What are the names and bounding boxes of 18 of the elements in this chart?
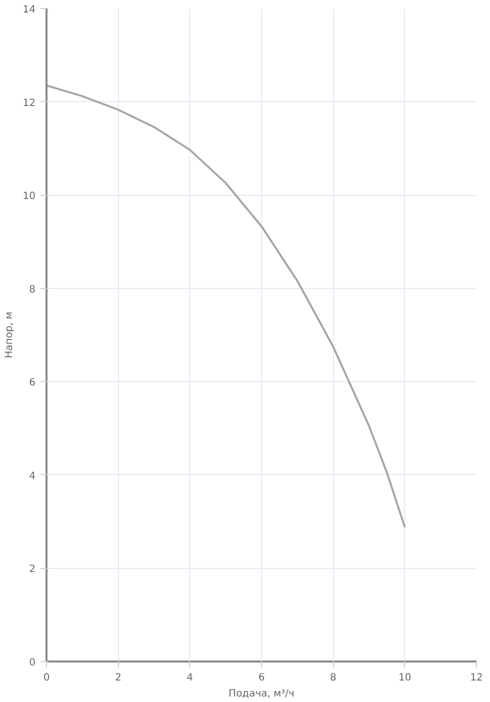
y-tick-label: 12 bbox=[22, 98, 36, 109]
y-axis-title: Напор, м bbox=[4, 312, 15, 358]
y-tick-label: 10 bbox=[22, 191, 36, 202]
y-tick-label: 6 bbox=[29, 378, 36, 389]
y-tick-label: 14 bbox=[22, 4, 36, 16]
x-tick-label: 10 bbox=[398, 672, 412, 684]
x-tick-label: 12 bbox=[470, 672, 483, 684]
x-tick-label: 4 bbox=[186, 672, 194, 684]
x-tick-label: 6 bbox=[258, 672, 265, 684]
y-tick-label: 0 bbox=[29, 658, 36, 668]
x-tick-label: 0 bbox=[43, 672, 50, 684]
y-tick-label: 2 bbox=[29, 564, 36, 576]
y-tick-label: 4 bbox=[29, 470, 36, 482]
x-tick-label: 2 bbox=[114, 672, 122, 684]
line-series bbox=[46, 84, 406, 528]
y-tick-label: 8 bbox=[29, 284, 36, 296]
x-axis-title: Подача, м³/ч bbox=[228, 688, 294, 700]
x-tick-label: 8 bbox=[330, 672, 336, 684]
